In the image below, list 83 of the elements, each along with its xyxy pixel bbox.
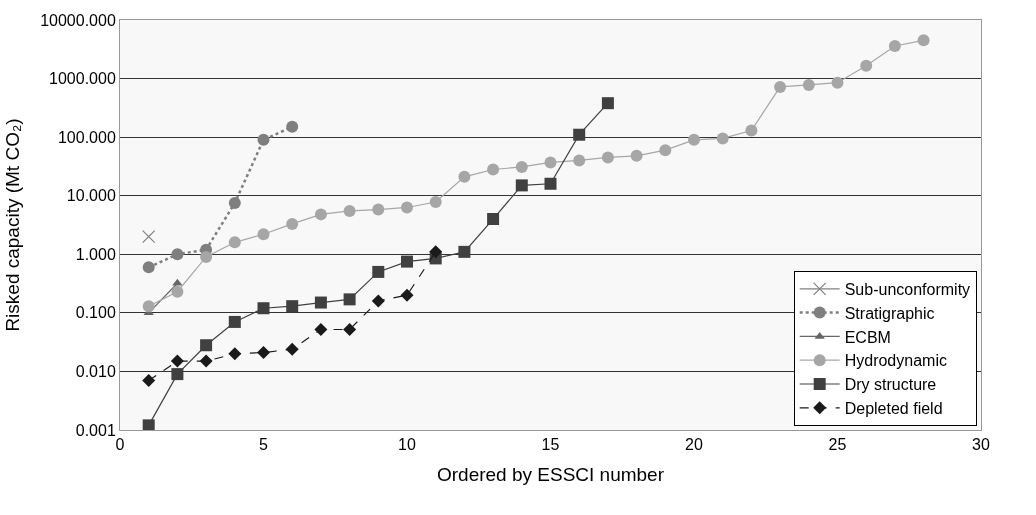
point bbox=[601, 151, 614, 164]
point bbox=[343, 293, 356, 306]
point bbox=[401, 201, 413, 214]
y-tick-label: 0.010 bbox=[75, 363, 116, 381]
point bbox=[429, 245, 443, 259]
y-tick-label: 0.001 bbox=[75, 421, 116, 439]
point bbox=[286, 120, 299, 133]
point bbox=[716, 132, 729, 145]
point bbox=[544, 156, 557, 169]
point bbox=[257, 346, 270, 360]
point bbox=[831, 76, 844, 89]
point bbox=[774, 80, 787, 93]
point bbox=[372, 203, 385, 216]
point bbox=[228, 347, 242, 361]
y-axis-title: Risked capacity (Mt CO₂) bbox=[2, 118, 24, 332]
point bbox=[401, 255, 413, 268]
point bbox=[372, 265, 385, 278]
y-tick-label: 10.000 bbox=[66, 187, 116, 205]
point bbox=[429, 196, 442, 209]
x-tick-label: 5 bbox=[259, 436, 269, 454]
point bbox=[888, 39, 901, 52]
x-tick-label: 15 bbox=[541, 436, 560, 454]
y-tick-label: 10000.000 bbox=[40, 11, 116, 29]
x-tick-label: 25 bbox=[828, 436, 847, 454]
point bbox=[142, 419, 155, 430]
point bbox=[142, 374, 156, 387]
point bbox=[573, 154, 586, 167]
y-tick-label: 100.000 bbox=[57, 128, 116, 146]
point bbox=[285, 342, 299, 356]
point bbox=[487, 163, 500, 176]
point bbox=[171, 248, 184, 261]
point bbox=[314, 296, 327, 309]
point bbox=[257, 228, 270, 241]
x-axis-title: Ordered by ESSCI number bbox=[436, 464, 665, 485]
point bbox=[458, 245, 471, 258]
point bbox=[142, 261, 155, 274]
point bbox=[630, 149, 643, 162]
y-tick-label: 1.000 bbox=[75, 245, 116, 263]
point bbox=[917, 34, 930, 47]
point bbox=[171, 368, 184, 381]
point bbox=[688, 133, 700, 146]
point bbox=[458, 170, 471, 183]
point bbox=[659, 144, 672, 157]
legend-label: Dry structure bbox=[844, 376, 937, 394]
point bbox=[142, 230, 156, 244]
point bbox=[515, 179, 528, 192]
point bbox=[257, 133, 270, 146]
point bbox=[343, 204, 356, 217]
point bbox=[170, 354, 184, 368]
point bbox=[400, 288, 414, 302]
x-tick-label: 30 bbox=[972, 436, 990, 454]
point bbox=[228, 315, 241, 328]
point bbox=[286, 217, 299, 230]
point bbox=[371, 294, 385, 308]
legend-label: Sub-unconformity bbox=[844, 281, 971, 299]
point bbox=[257, 302, 270, 315]
legend-label: Stratigraphic bbox=[844, 304, 935, 322]
point bbox=[515, 160, 528, 173]
point bbox=[745, 124, 758, 137]
point bbox=[200, 339, 213, 352]
legend-label: Depleted field bbox=[844, 400, 943, 418]
y-tick-label: 1000.000 bbox=[49, 70, 116, 88]
point bbox=[487, 213, 500, 226]
y-tick-label: 0.100 bbox=[75, 304, 116, 322]
point bbox=[802, 78, 815, 91]
point bbox=[601, 97, 614, 110]
point bbox=[573, 128, 586, 141]
point bbox=[314, 208, 327, 221]
legend-label: Hydrodynamic bbox=[844, 352, 947, 370]
point bbox=[199, 354, 213, 368]
point bbox=[314, 322, 328, 336]
point bbox=[200, 250, 213, 263]
point bbox=[544, 177, 557, 190]
legend-label: ECBM bbox=[844, 328, 891, 346]
x-tick-label: 10 bbox=[398, 436, 416, 454]
point bbox=[286, 300, 299, 313]
point bbox=[343, 322, 357, 336]
point bbox=[860, 59, 873, 72]
x-tick-label: 20 bbox=[685, 436, 703, 454]
x-tick-label: 0 bbox=[115, 436, 125, 454]
point bbox=[171, 285, 184, 298]
point bbox=[228, 236, 241, 249]
point bbox=[228, 197, 241, 210]
